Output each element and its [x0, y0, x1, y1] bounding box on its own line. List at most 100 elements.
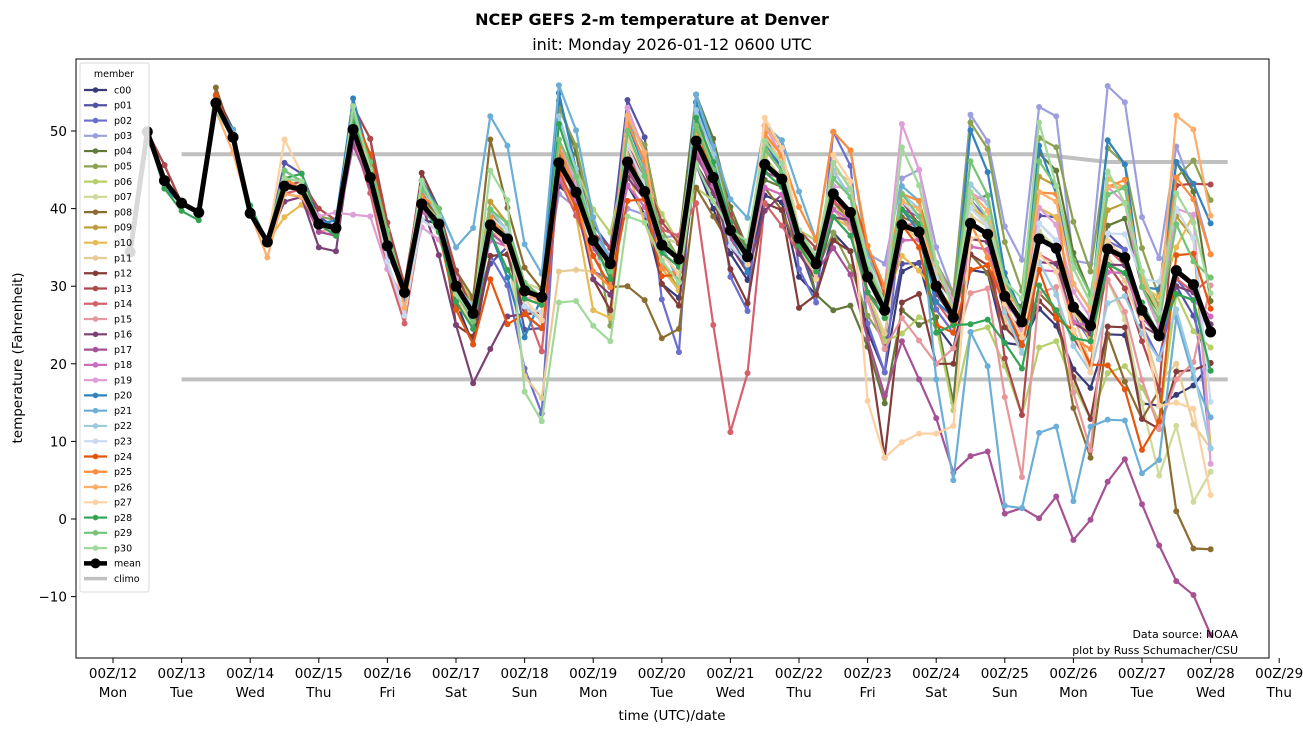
data-point-p19 [350, 211, 357, 218]
data-point-p30 [1036, 119, 1043, 126]
data-point-p04 [830, 307, 837, 314]
data-point-mean [1205, 326, 1217, 338]
data-point-p24 [521, 311, 528, 318]
data-point-c00 [710, 205, 717, 212]
legend-swatch-marker [92, 87, 99, 93]
data-point-p02 [933, 306, 940, 313]
data-point-p19 [1053, 221, 1060, 228]
data-point-p30 [933, 259, 940, 266]
data-point-p08 [693, 184, 700, 191]
data-point-mean [947, 311, 959, 323]
data-point-p17 [1104, 478, 1111, 485]
data-point-p19 [1207, 460, 1214, 467]
data-point-p02 [658, 296, 665, 303]
data-point-p27 [813, 276, 820, 283]
data-point-p29 [435, 205, 442, 212]
data-point-mean [536, 291, 548, 303]
data-point-p24 [950, 329, 957, 336]
legend-item-p11: p11 [84, 253, 132, 264]
data-point-p16 [470, 380, 477, 387]
data-point-mean [296, 183, 308, 195]
legend-item-p02: p02 [84, 116, 132, 127]
legend-swatch-marker [92, 514, 99, 521]
data-point-p02 [727, 273, 734, 280]
data-point-p26 [1053, 198, 1060, 205]
data-point-p06 [1104, 370, 1111, 377]
data-point-p24 [1207, 305, 1214, 312]
data-point-p30 [658, 257, 665, 264]
x-tick-label-day: Fri [860, 685, 876, 701]
data-point-p17 [1036, 515, 1043, 522]
legend-item-p30: p30 [84, 543, 132, 554]
data-point-p13 [658, 218, 665, 225]
data-point-p27 [1190, 405, 1197, 412]
data-point-mean [381, 240, 393, 252]
data-point-p24 [1104, 362, 1111, 369]
data-point-p29 [1104, 191, 1111, 198]
legend-swatch-marker [92, 346, 99, 353]
data-point-p17 [881, 392, 888, 399]
credit-author: plot by Russ Schumacher/CSU [1072, 644, 1238, 657]
data-point-p17 [1156, 542, 1163, 549]
data-point-p23 [727, 242, 734, 249]
y-tick-label: 20 [50, 357, 67, 373]
x-tick-label-day: Wed [716, 685, 745, 701]
data-point-p28 [658, 249, 665, 256]
data-point-p29 [1139, 283, 1145, 290]
data-point-p05 [1070, 218, 1077, 225]
legend-swatch-marker [92, 102, 99, 109]
data-point-p27 [1018, 334, 1025, 341]
data-point-p12 [950, 360, 957, 367]
data-point-p30 [641, 219, 648, 226]
data-point-p22 [1173, 306, 1180, 313]
data-point-p24 [212, 92, 219, 99]
x-tick-label-time: 00Z/23 [844, 666, 892, 682]
data-point-p08 [624, 283, 631, 290]
data-point-p30 [435, 213, 442, 220]
x-tick-label-day: Sun [992, 685, 1018, 701]
data-point-p20 [967, 127, 974, 134]
x-tick-label-day: Mon [579, 685, 607, 701]
data-point-p03 [1139, 214, 1145, 221]
climo-max-line [181, 152, 1228, 165]
data-point-p12 [1001, 324, 1008, 331]
legend-item-p22: p22 [84, 421, 132, 432]
data-point-p06 [1053, 338, 1060, 345]
data-point-p14 [727, 429, 734, 436]
legend-swatch-marker [92, 148, 99, 154]
x-axis-label: time (UTC)/date [618, 708, 725, 724]
data-point-p29 [573, 173, 580, 180]
data-point-p05 [1053, 144, 1060, 151]
data-point-p05 [984, 145, 991, 152]
data-point-p30 [967, 189, 974, 196]
data-point-mean [690, 135, 702, 147]
data-point-p20 [744, 269, 751, 276]
legend-swatch-marker [92, 239, 99, 246]
data-point-p11 [1173, 360, 1180, 367]
data-point-p17 [967, 453, 974, 460]
x-tick-label-day: Wed [235, 685, 264, 701]
data-point-p28 [178, 207, 185, 214]
legend-label: p22 [114, 421, 132, 432]
x-tick-label-time: 00Z/21 [706, 666, 754, 682]
data-point-p03 [1036, 103, 1043, 110]
data-point-mean [896, 219, 908, 231]
legend-item-climo: climo [84, 574, 140, 585]
data-point-p02 [1121, 246, 1128, 253]
data-point-p19 [898, 121, 905, 128]
data-point-p12 [727, 266, 734, 273]
data-point-p27 [864, 398, 871, 405]
data-point-p05 [967, 119, 974, 126]
data-point-p21 [1053, 423, 1060, 430]
data-point-p30 [607, 338, 614, 345]
data-point-p21 [778, 137, 785, 144]
data-point-p08 [710, 213, 717, 220]
data-point-p28 [1053, 307, 1060, 314]
data-point-p08 [1207, 546, 1214, 553]
data-point-mean [724, 224, 736, 236]
y-tick-label: −10 [39, 590, 68, 606]
data-point-p17 [830, 245, 837, 252]
data-point-p30 [916, 182, 923, 189]
data-point-c00 [1173, 391, 1180, 398]
